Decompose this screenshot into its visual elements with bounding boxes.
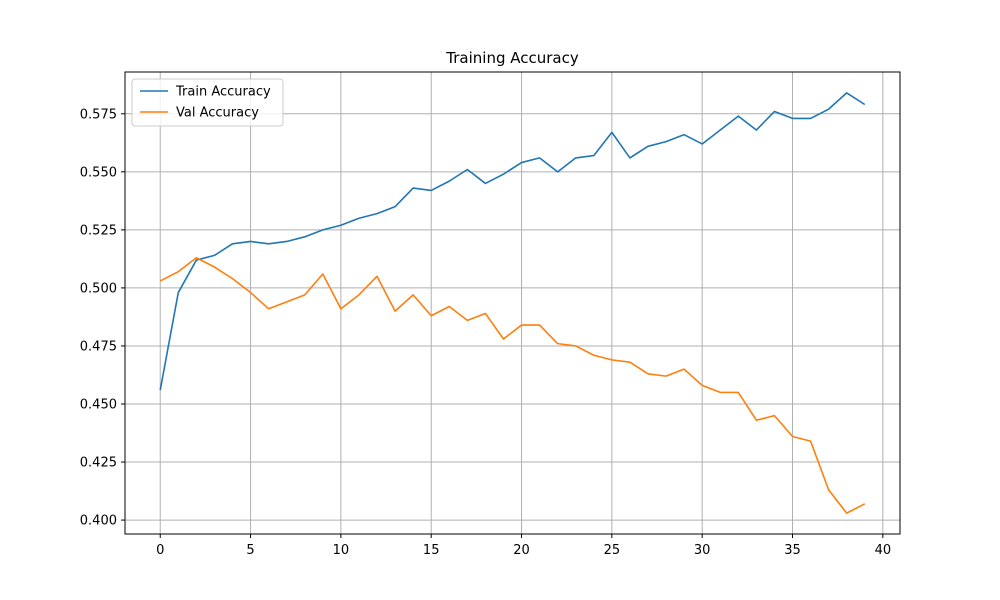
legend-label-train-accuracy: Train Accuracy [175, 85, 271, 100]
x-tick-label: 35 [784, 543, 801, 558]
y-tick-label: 0.500 [80, 281, 117, 296]
tick-layer: 0 5 10 15 20 25 30 35 40 0.400 0.425 0.450 0.475 0.50… [80, 107, 891, 558]
x-tick-label: 15 [423, 543, 440, 558]
plot-frame [124, 71, 901, 535]
y-tick-label: 0.425 [80, 456, 117, 471]
y-tick-label: 0.525 [80, 223, 117, 238]
x-tick-label: 40 [875, 543, 892, 558]
x-tick-label: 0 [156, 543, 164, 558]
x-tick-label: 20 [513, 543, 530, 558]
grid-layer [125, 72, 900, 534]
chart-title: Training Accuracy [445, 49, 579, 67]
legend-box [131, 78, 284, 127]
legend-label-val-accuracy: Val Accuracy [176, 106, 259, 121]
y-tick-label: 0.400 [80, 514, 117, 529]
train-accuracy-line [159, 92, 866, 391]
legend: Train Accuracy Val Accuracy [131, 78, 284, 127]
y-tick-label: 0.475 [80, 339, 117, 354]
y-tick-label: 0.550 [80, 165, 117, 180]
x-tick-label: 5 [246, 543, 254, 558]
y-tick-label: 0.575 [80, 107, 117, 122]
x-tick-label: 25 [604, 543, 621, 558]
y-tick-label: 0.450 [80, 397, 117, 412]
x-tick-label: 30 [694, 543, 711, 558]
x-tick-label: 10 [333, 543, 350, 558]
val-accuracy-line [159, 256, 866, 514]
series-layer [159, 92, 866, 514]
